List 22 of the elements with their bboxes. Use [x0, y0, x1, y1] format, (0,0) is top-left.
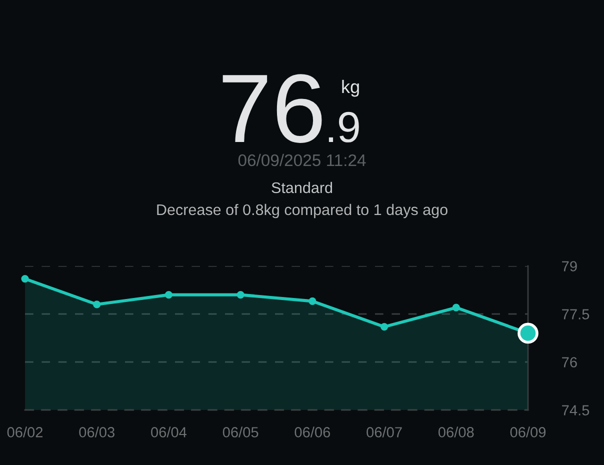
x-tick-label: 06/06 [294, 426, 330, 438]
x-tick-label: 06/03 [79, 426, 114, 438]
x-tick-label: 06/08 [438, 426, 474, 438]
text: Decrease of 0.8kg compared to 1 days ago [157, 204, 448, 218]
x-tick-label: 06/02 [7, 426, 43, 438]
point [308, 297, 316, 306]
point [164, 290, 173, 299]
x-tick-label: 06/04 [151, 426, 187, 438]
point [21, 274, 29, 283]
x-tick-label: 06/09 [510, 426, 546, 438]
y-tick-label: 76 [562, 357, 577, 368]
text: 06/09/2025 11:24 [238, 154, 366, 166]
x-tick-label: 06/05 [222, 426, 258, 438]
point [452, 304, 460, 312]
text: Standard [272, 182, 332, 194]
point [236, 290, 244, 299]
point [93, 300, 101, 308]
x-tick-label: 06/07 [366, 426, 402, 438]
y-tick-label: 74.5 [562, 405, 590, 416]
point [380, 322, 388, 331]
y-tick-label: 77.5 [562, 309, 590, 320]
y-tick-label: 79 [562, 261, 577, 272]
